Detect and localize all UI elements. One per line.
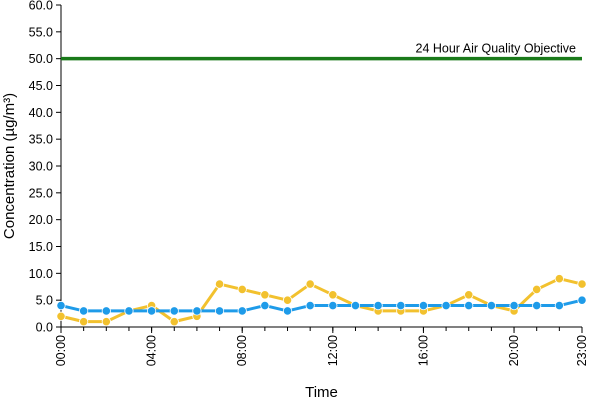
y-tick-label: 60.0 [29,0,53,13]
data-point [56,311,66,321]
x-tick-label: 12:00 [326,335,340,366]
data-point [554,274,564,284]
y-tick-label: 15.0 [29,240,53,254]
y-tick-label: 40.0 [29,106,53,120]
data-point [532,300,542,311]
y-tick-label: 0.0 [36,321,53,335]
data-point [509,300,519,311]
data-point [396,300,406,311]
data-point [464,290,474,300]
series-line [60,277,583,324]
data-point [577,279,587,289]
x-tick-label: 08:00 [235,335,249,366]
data-point [282,295,293,305]
data-point [282,306,293,316]
series-group [56,274,587,327]
y-tick-label: 35.0 [29,133,53,147]
x-tick-label: 04:00 [145,335,159,366]
data-point [101,317,111,327]
x-tick-label: 16:00 [416,335,430,366]
data-point [305,300,315,311]
data-point [305,279,315,289]
data-point [79,317,89,327]
y-axis: 0.0 5.0 10.0 15.0 20.0 25.0 30.0 35.0 40.0 45.0 50… [29,0,62,335]
data-point [147,306,157,316]
y-tick-label: 5.0 [36,294,53,308]
data-point [192,306,202,316]
y-tick-label: 20.0 [29,213,53,227]
data-point [214,279,225,289]
series-2 [56,295,587,316]
data-point [237,284,247,295]
y-tick-label: 25.0 [29,186,53,200]
y-tick-label: 10.0 [29,267,53,281]
x-axis-title: Time [305,384,338,400]
data-point [486,300,496,311]
data-point [260,290,270,300]
data-point [328,290,338,300]
data-point [214,306,225,316]
data-point [328,300,338,311]
reference-line-group: 24 Hour Air Quality Objective [61,42,582,61]
y-axis-title: Concentration (µg/m³) [1,93,18,239]
x-tick-label: 20:00 [507,335,521,366]
y-tick-label: 55.0 [29,25,53,39]
data-point [101,306,111,316]
data-point [79,306,89,316]
data-point [577,295,587,305]
objective-label: 24 Hour Air Quality Objective [416,42,577,56]
series-1 [56,274,587,327]
data-point [350,300,361,311]
data-point [373,300,383,311]
data-point [532,284,542,295]
y-tick-label: 45.0 [29,79,53,93]
x-tick-label: 23:00 [575,335,589,366]
data-point [56,300,66,311]
x-axis: 00:00 04:00 08:00 12:00 16:00 20:00 23:00 [54,326,589,366]
data-point [169,306,179,316]
x-tick-label: 00:00 [54,335,68,366]
data-point [169,317,179,327]
data-point [418,300,429,311]
data-point [554,300,564,311]
data-point [441,300,451,311]
data-point [464,300,474,311]
y-tick-label: 30.0 [29,160,53,174]
data-point [260,300,270,311]
data-point [237,306,247,316]
y-tick-label: 50.0 [29,52,53,66]
data-point [124,306,134,316]
